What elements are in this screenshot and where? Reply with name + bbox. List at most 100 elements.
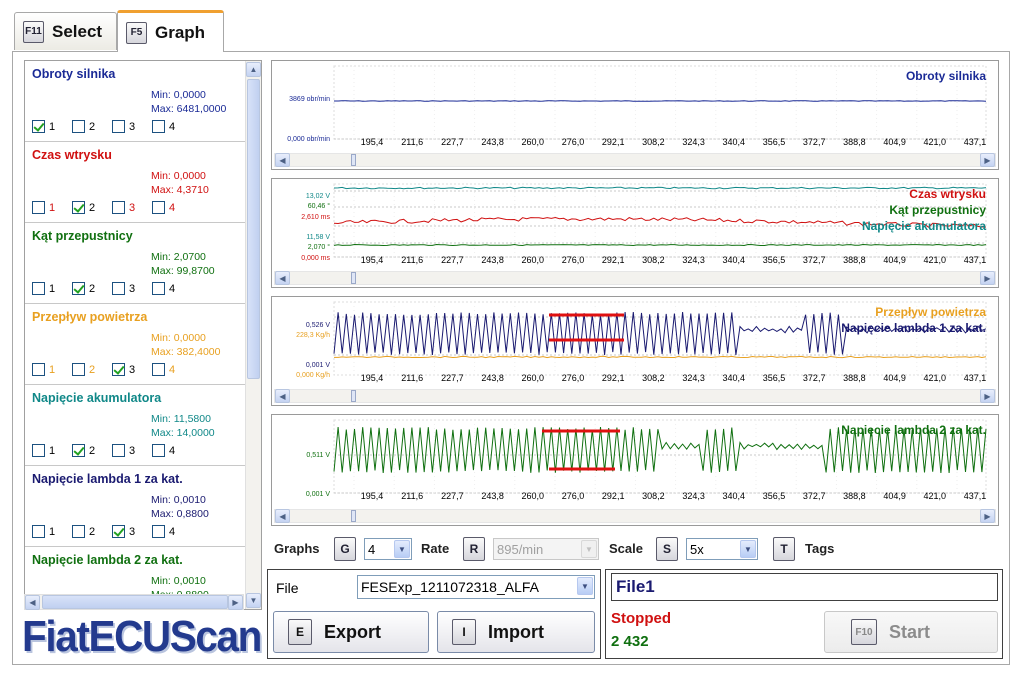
- checkbox-label: 2: [89, 525, 96, 538]
- checkbox-box[interactable]: [152, 120, 165, 133]
- graph-4-checkbox[interactable]: 4: [152, 282, 192, 295]
- graph-2-checkbox[interactable]: 2: [72, 282, 112, 295]
- x-tick-label: 292,1: [602, 137, 625, 147]
- tab-graph[interactable]: F5 Graph: [117, 10, 224, 52]
- scroll-up-button[interactable]: ▲: [246, 62, 261, 77]
- checkbox-box[interactable]: [72, 363, 85, 376]
- tab-select[interactable]: F11 Select: [14, 12, 117, 50]
- rate-select[interactable]: 895/min ▼: [493, 538, 599, 560]
- graph-1-checkbox[interactable]: 1: [32, 282, 72, 295]
- graphs-count-value: 4: [368, 541, 376, 557]
- graph-2-checkbox[interactable]: 2: [72, 444, 112, 457]
- checkbox-box[interactable]: [32, 363, 45, 376]
- file-value: FESExp_1211072318_ALFA: [361, 579, 539, 595]
- graph-4-checkbox[interactable]: 4: [152, 120, 192, 133]
- export-button[interactable]: E Export: [273, 611, 429, 653]
- checkbox-label: 4: [169, 201, 176, 214]
- x-tick-label: 260,0: [522, 491, 545, 501]
- graph-3-checkbox[interactable]: 3: [112, 525, 152, 538]
- x-tick-label: 404,9: [883, 373, 906, 383]
- x-tick-label: 437,1: [964, 373, 987, 383]
- checkbox-box[interactable]: [152, 363, 165, 376]
- graph-4-checkbox[interactable]: 4: [152, 201, 192, 214]
- checkbox-label: 3: [129, 525, 136, 538]
- graph-3-checkbox[interactable]: 3: [112, 282, 152, 295]
- checkbox-box[interactable]: [112, 363, 125, 376]
- t-key-icon[interactable]: T: [773, 537, 795, 561]
- graph-scroll-thumb[interactable]: [351, 154, 356, 166]
- scroll-thumb[interactable]: [247, 79, 260, 379]
- x-tick-label: 372,7: [803, 137, 826, 147]
- start-button[interactable]: F10 Start: [824, 611, 998, 653]
- graph-2-checkbox[interactable]: 2: [72, 363, 112, 376]
- scroll-down-button[interactable]: ▼: [246, 593, 261, 608]
- checkbox-box[interactable]: [72, 444, 85, 457]
- scroll-left-button[interactable]: ◀: [25, 595, 40, 610]
- graph-4-checkbox[interactable]: 4: [152, 525, 192, 538]
- graph-1-checkbox[interactable]: 1: [32, 525, 72, 538]
- graph-3-checkbox[interactable]: 3: [112, 120, 152, 133]
- checkbox-box[interactable]: [112, 201, 125, 214]
- graph-1-checkbox[interactable]: 1: [32, 363, 72, 376]
- checkbox-box[interactable]: [152, 282, 165, 295]
- graph-3-checkbox[interactable]: 3: [112, 363, 152, 376]
- scroll-left-button[interactable]: ◀: [275, 389, 290, 403]
- checkbox-box[interactable]: [152, 201, 165, 214]
- scale-select[interactable]: 5x ▼: [686, 538, 758, 560]
- scroll-right-button[interactable]: ▶: [980, 271, 995, 285]
- scroll-left-button[interactable]: ◀: [275, 153, 290, 167]
- checkbox-box[interactable]: [32, 525, 45, 538]
- checkbox-box[interactable]: [32, 201, 45, 214]
- checkbox-box[interactable]: [72, 120, 85, 133]
- graph-scroll-thumb[interactable]: [351, 510, 356, 522]
- scroll-right-button[interactable]: ▶: [980, 389, 995, 403]
- recording-name-field[interactable]: File1: [611, 573, 998, 601]
- checkbox-box[interactable]: [112, 525, 125, 538]
- channel-list-hscrollbar[interactable]: ◀ ▶: [24, 594, 244, 610]
- legend-entry: Kąt przepustnicy: [889, 203, 986, 217]
- file-select[interactable]: FESExp_1211072318_ALFA ▼: [357, 575, 595, 599]
- channel-max: Max: 6481,0000: [151, 103, 227, 115]
- graph-3-checkbox[interactable]: 3: [112, 201, 152, 214]
- graph-2-checkbox[interactable]: 2: [72, 120, 112, 133]
- checkbox-box[interactable]: [32, 282, 45, 295]
- graph-scrollbar[interactable]: ◀ ▶: [274, 509, 996, 523]
- checkbox-box[interactable]: [112, 120, 125, 133]
- hscroll-thumb[interactable]: [42, 595, 228, 609]
- checkbox-box[interactable]: [112, 282, 125, 295]
- checkbox-box[interactable]: [152, 444, 165, 457]
- checkbox-box[interactable]: [112, 444, 125, 457]
- graphs-count-select[interactable]: 4 ▼: [364, 538, 412, 560]
- checkbox-box[interactable]: [32, 444, 45, 457]
- checkbox-box[interactable]: [72, 282, 85, 295]
- start-label: Start: [889, 621, 931, 642]
- scroll-right-button[interactable]: ▶: [228, 595, 243, 610]
- rate-value: 895/min: [497, 541, 544, 557]
- graph-scrollbar[interactable]: ◀ ▶: [274, 153, 996, 167]
- channel-list-scrollbar[interactable]: ▲ ▼: [245, 61, 261, 609]
- graph-2-checkbox[interactable]: 2: [72, 525, 112, 538]
- scroll-right-button[interactable]: ▶: [980, 153, 995, 167]
- graph-scrollbar[interactable]: ◀ ▶: [274, 389, 996, 403]
- graph-1-checkbox[interactable]: 1: [32, 120, 72, 133]
- graph-1-checkbox[interactable]: 1: [32, 201, 72, 214]
- graph-scrollbar[interactable]: ◀ ▶: [274, 271, 996, 285]
- scroll-right-button[interactable]: ▶: [980, 509, 995, 523]
- graph-2-checkbox[interactable]: 2: [72, 201, 112, 214]
- graph-1-checkbox[interactable]: 1: [32, 444, 72, 457]
- scroll-left-button[interactable]: ◀: [275, 271, 290, 285]
- graph-4-checkbox[interactable]: 4: [152, 363, 192, 376]
- checkbox-box[interactable]: [72, 525, 85, 538]
- import-button[interactable]: I Import: [437, 611, 595, 653]
- scroll-left-button[interactable]: ◀: [275, 509, 290, 523]
- tags-label[interactable]: Tags: [805, 541, 835, 556]
- graph-scroll-thumb[interactable]: [351, 390, 356, 402]
- checkbox-box[interactable]: [72, 201, 85, 214]
- graph-scroll-thumb[interactable]: [351, 272, 356, 284]
- checkbox-box[interactable]: [152, 525, 165, 538]
- graph-3-checkbox[interactable]: 3: [112, 444, 152, 457]
- y-axis-label: 2,070 °: [308, 243, 330, 251]
- checkbox-box[interactable]: [32, 120, 45, 133]
- checkbox-label: 1: [49, 444, 56, 457]
- graph-4-checkbox[interactable]: 4: [152, 444, 192, 457]
